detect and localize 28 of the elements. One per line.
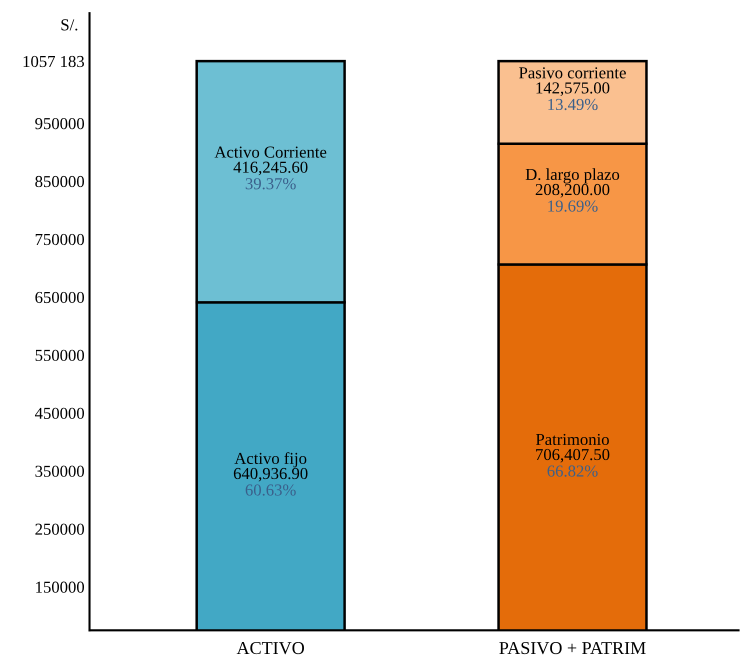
data-label: 640,936.90 — [234, 468, 308, 482]
y-tick-label: 450000 — [34, 408, 84, 419]
y-tick-label: 550000 — [36, 350, 84, 362]
data-label: 142,575.00 — [536, 82, 610, 96]
series-label: Patrimonio — [536, 434, 609, 446]
data-label: 706,407.50 — [536, 448, 610, 463]
y-tick-label: 250000 — [35, 524, 84, 535]
x-tick-label: PASIVO + PATRIM — [499, 642, 646, 654]
data-label: 208,200.00 — [536, 184, 610, 198]
annotation: 13.49% — [548, 98, 598, 110]
y-tick-label: 850000 — [35, 176, 84, 188]
y-tick-label: 950000 — [35, 118, 84, 130]
y-tick-label: 350000 — [35, 466, 84, 477]
data-label: 416,245.60 — [233, 162, 308, 176]
series-label: Activo fijo — [234, 452, 306, 468]
x-tick-label: ACTIVO — [236, 642, 304, 654]
y-tick-label: 750000 — [36, 234, 84, 246]
y-axis-title: S/. — [61, 19, 78, 31]
y-tick-label: 1057 183 — [24, 56, 84, 68]
annotation: 39.37% — [246, 178, 296, 190]
annotation: 66.82% — [548, 465, 598, 477]
series-label: Activo Corriente — [214, 146, 326, 158]
y-tick-label: 650000 — [35, 292, 84, 304]
annotation: 19.69% — [548, 200, 598, 212]
series-label: Pasivo corriente — [519, 67, 626, 78]
series-label: D. largo plazo — [526, 168, 620, 184]
y-tick-label: 150000 — [36, 582, 84, 593]
annotation: 60.63% — [246, 484, 296, 496]
